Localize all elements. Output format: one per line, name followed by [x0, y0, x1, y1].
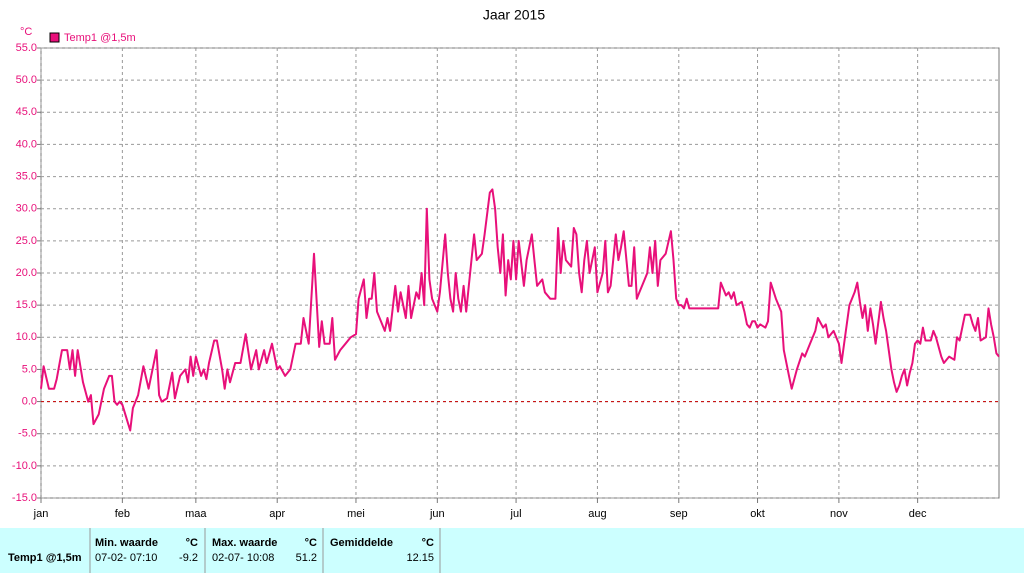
stats-header: Gemiddelde: [330, 537, 393, 549]
stats-unit: °C: [186, 537, 198, 549]
stats-unit: °C: [305, 537, 317, 549]
y-tick-label: 45.0: [16, 106, 37, 118]
y-tick-label: 55.0: [16, 42, 37, 54]
y-tick-label: 15.0: [16, 299, 37, 311]
y-tick-label: 0.0: [22, 395, 37, 407]
x-tick-label: sep: [670, 508, 688, 520]
stats-time: 02-07- 10:08: [212, 552, 274, 564]
stats-time: 07-02- 07:10: [95, 552, 157, 564]
x-tick-label: jun: [429, 508, 445, 520]
stats-header: Min. waarde: [95, 537, 158, 549]
y-tick-label: 5.0: [22, 363, 37, 375]
x-tick-label: jul: [510, 508, 522, 520]
stats-unit: °C: [422, 537, 434, 549]
x-tick-label: jan: [33, 508, 49, 520]
y-tick-label: -15.0: [12, 492, 37, 504]
stats-header: Max. waarde: [212, 537, 277, 549]
y-tick-label: 40.0: [16, 138, 37, 150]
y-tick-label: 25.0: [16, 235, 37, 247]
x-tick-label: nov: [830, 508, 848, 520]
stats-value: 12.15: [406, 552, 434, 564]
y-tick-label: 30.0: [16, 203, 37, 215]
x-tick-label: aug: [588, 508, 606, 520]
stats-value: -9.2: [179, 552, 198, 564]
y-tick-label: -10.0: [12, 460, 37, 472]
x-tick-label: feb: [115, 508, 130, 520]
y-tick-label: -5.0: [18, 428, 37, 440]
stats-value: 51.2: [296, 552, 317, 564]
chart-title: Jaar 2015: [483, 7, 545, 23]
stats-row-label: Temp1 @1,5m: [8, 552, 82, 564]
x-tick-label: okt: [750, 508, 765, 520]
plot-area: [40, 47, 1000, 499]
x-tick-label: maa: [185, 508, 207, 520]
legend-swatch: [49, 32, 60, 43]
y-tick-label: 50.0: [16, 74, 37, 86]
data-line: [40, 188, 1000, 432]
legend-label: Temp1 @1,5m: [64, 32, 136, 44]
y-tick-label: 20.0: [16, 267, 37, 279]
stats-panel: [0, 528, 1024, 573]
y-tick-label: 10.0: [16, 331, 37, 343]
x-tick-label: dec: [909, 508, 927, 520]
y-tick-label: 35.0: [16, 170, 37, 182]
x-tick-label: mei: [347, 508, 365, 520]
y-axis-label: °C: [20, 26, 32, 38]
x-tick-label: apr: [269, 508, 285, 520]
